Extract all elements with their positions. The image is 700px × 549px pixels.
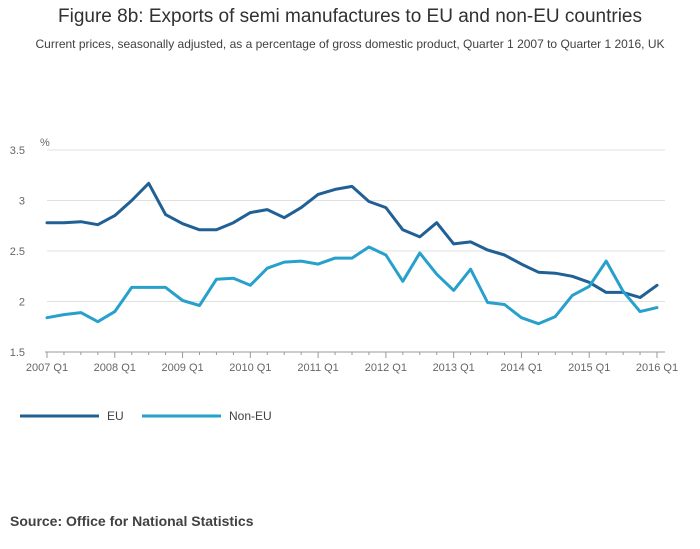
y-axis-unit-label: % [40,137,50,149]
y-tick-label: 3.5 [10,145,25,157]
x-tick-label: 2013 Q1 [433,362,475,374]
y-tick-label: 2 [19,297,25,309]
legend-label-non-eu: Non-EU [229,409,272,423]
x-tick-label: 2010 Q1 [229,362,271,374]
gridlines [47,149,665,302]
source-note: Source: Office for National Statistics [10,513,254,529]
x-tick-label: 2015 Q1 [568,362,610,374]
chart-subtitle: Current prices, seasonally adjusted, as … [35,37,665,51]
legend: EU Non-EU [20,409,272,423]
series-line-non-eu [45,245,659,326]
y-tick-label: 3 [19,196,25,208]
x-tick-label: 2007 Q1 [26,362,68,374]
axes: 1.5 2 2.5 3 3.5% 2007 Q1 2008 Q1 2009 Q1 2010 Q1… [10,137,678,374]
chart-title: Figure 8b: Exports of semi manufactures … [58,6,642,27]
series-lines [45,181,659,326]
x-tick-label: 2014 Q1 [500,362,542,374]
x-tick-label: 2008 Q1 [94,362,136,374]
y-tick-label: 1.5 [10,347,25,359]
x-tick-label: 2016 Q1 [636,362,678,374]
x-tick-label: 2012 Q1 [365,362,407,374]
legend-label-eu: EU [107,409,124,423]
x-tick-label: 2011 Q1 [297,362,338,374]
x-tick-label: 2009 Q1 [161,362,203,374]
series-line-eu [45,181,659,299]
y-tick-label: 2.5 [10,246,25,258]
